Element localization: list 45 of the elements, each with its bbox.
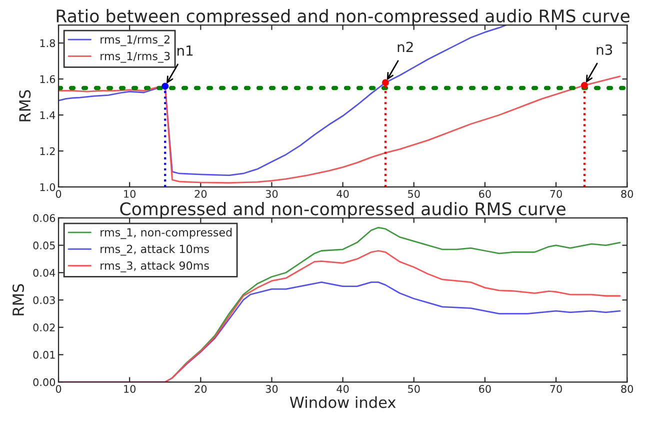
x-tick-label: 60 [479, 384, 491, 393]
legend-label: rms_2, attack 10ms [100, 244, 209, 256]
y-tick-label: 0.02 [33, 324, 55, 332]
y-axis-title: RMS [19, 90, 31, 122]
y-tick-label: 0.05 [33, 242, 55, 250]
annotation: n1 [178, 46, 193, 56]
legend-label: rms_3, attack 90ms [100, 261, 209, 272]
chart-title: Compressed and non-compressed audio RMS curve [120, 202, 566, 219]
x-tick-label: 70 [550, 190, 562, 198]
y-axis-title: RMS [12, 284, 24, 316]
x-tick-label: 30 [266, 384, 278, 393]
legend-label: rms_1/rms_2 [100, 35, 170, 46]
x-tick-label: 80 [621, 190, 634, 198]
legend-label: rms_1/rms_3 [100, 52, 170, 63]
annotation: n3 [596, 44, 612, 55]
x-tick-label: 50 [408, 190, 420, 198]
x-tick-label: 70 [550, 384, 562, 393]
y-tick-label: 1.6 [40, 75, 56, 84]
x-tick-label: 20 [194, 384, 207, 393]
y-tick-label: 0.00 [33, 378, 56, 386]
line-series [58, 25, 507, 176]
x-tick-label: 10 [124, 190, 136, 198]
x-tick-label: 20 [194, 190, 207, 198]
y-tick-label: 0.03 [33, 296, 55, 304]
y-tick-label: 1.2 [40, 147, 55, 155]
x-axis-title: Window index [290, 396, 396, 408]
x-tick-label: 40 [336, 190, 349, 198]
x-tick-label: 0 [56, 190, 62, 198]
y-tick-label: 0.01 [33, 350, 55, 359]
x-tick-label: 80 [621, 384, 634, 393]
x-tick-label: 0 [56, 384, 62, 393]
chart-title: Ratio between compressed and non-compressed audio RMS curve [56, 9, 630, 26]
y-tick-label: 1.4 [40, 111, 56, 119]
line-series [58, 76, 621, 184]
y-tick-label: 1.0 [40, 183, 56, 192]
y-tick-label: 0.04 [33, 268, 56, 277]
x-tick-label: 60 [479, 190, 491, 198]
annotation: n2 [398, 42, 413, 52]
x-tick-label: 40 [336, 384, 349, 393]
y-tick-label: 0.06 [33, 214, 56, 222]
x-tick-label: 10 [124, 384, 136, 393]
x-tick-label: 30 [266, 190, 278, 198]
x-tick-label: 50 [408, 384, 420, 393]
y-tick-label: 1.8 [40, 39, 56, 48]
legend-label: rms_1, non-compressed [100, 228, 232, 239]
